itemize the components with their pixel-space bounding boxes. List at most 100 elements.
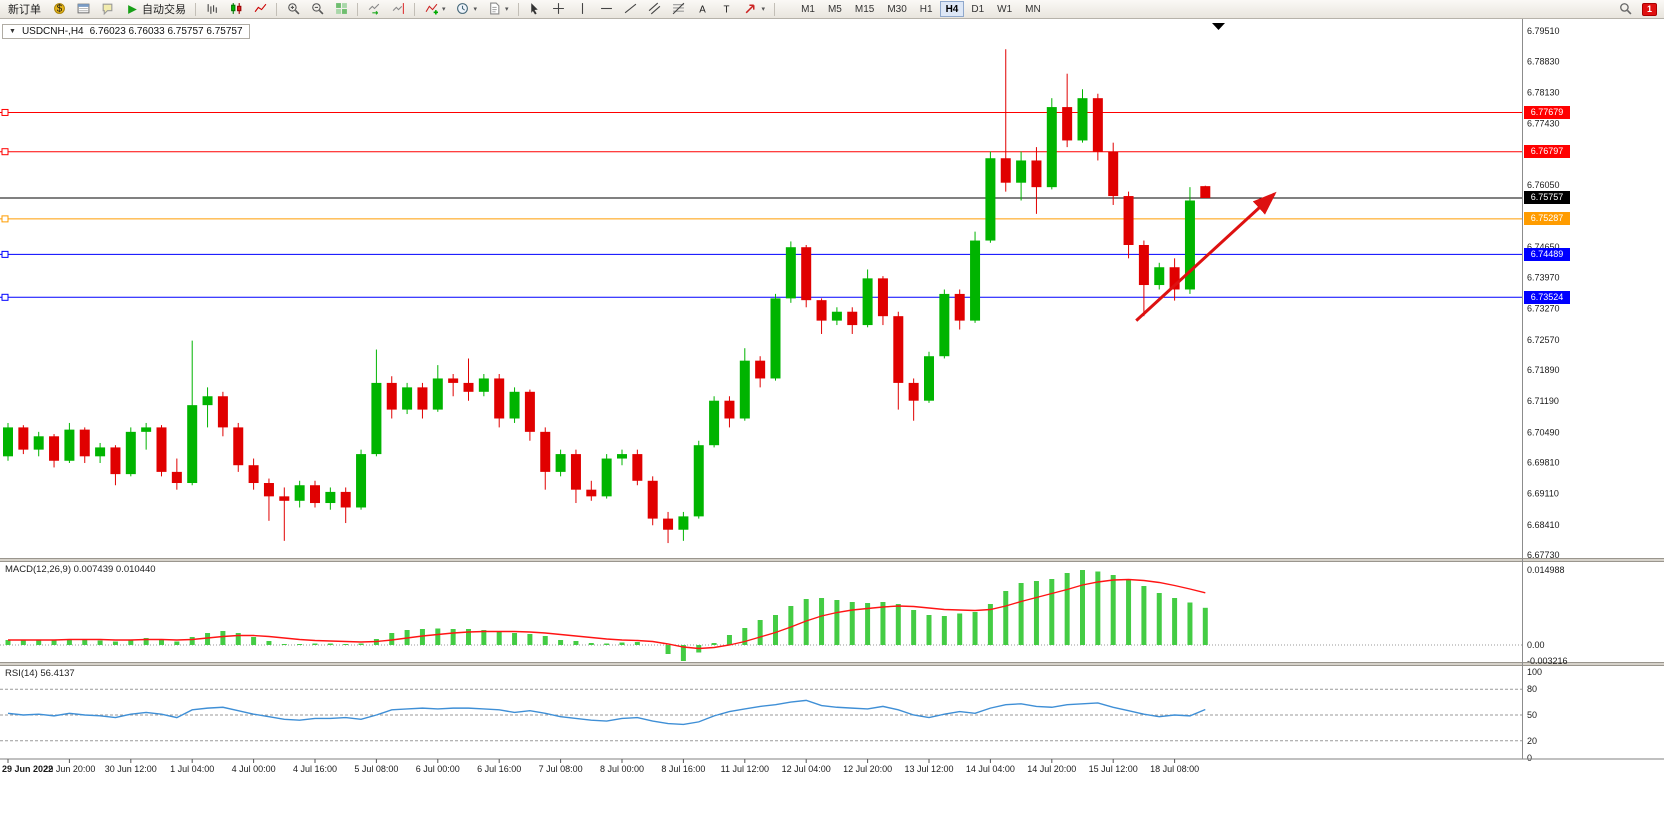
auto-scroll-button[interactable]: [362, 0, 386, 17]
cursor-button[interactable]: [523, 0, 547, 17]
navigator-button[interactable]: [95, 0, 119, 17]
trendline-button[interactable]: [619, 0, 643, 17]
time-axis-label: 15 Jul 12:00: [1089, 764, 1138, 774]
indicators-icon: [424, 2, 438, 16]
candle-body: [632, 454, 643, 481]
price-line-tag[interactable]: 6.73524: [1524, 290, 1570, 304]
candle-body: [509, 391, 520, 419]
candle-body: [125, 431, 136, 475]
chart-title-box[interactable]: ▼ USDCNH-,H4 6.76023 6.76033 6.75757 6.7…: [2, 24, 250, 39]
data-window-button[interactable]: [71, 0, 95, 17]
templates-button[interactable]: ▾: [482, 0, 514, 17]
text-label-button[interactable]: T: [715, 0, 739, 17]
candle-body: [1154, 267, 1165, 286]
candle-body: [739, 360, 750, 419]
bar-chart-button[interactable]: [200, 0, 224, 17]
candle-body: [1169, 267, 1180, 290]
main-toolbar: 新订单 $ 自动交易 ▾ ▾ ▾ A T ▾ M1 M5 M15 M30 H1 H4 D1 W1 MN …: [0, 0, 1664, 19]
candle-body: [1108, 151, 1119, 197]
search-button[interactable]: [1613, 0, 1637, 17]
search-icon: [1618, 2, 1632, 16]
price-axis-tick: 6.73270: [1527, 304, 1560, 314]
arrow-tools-button[interactable]: ▾: [739, 0, 771, 17]
candle-body: [110, 447, 121, 475]
line-chart-button[interactable]: [248, 0, 272, 17]
time-axis-label: 7 Jul 08:00: [539, 764, 583, 774]
line-handle[interactable]: [1, 108, 9, 116]
timeframe-group: M1 M5 M15 M30 H1 H4 D1 W1 MN: [795, 1, 1047, 17]
zoom-out-button[interactable]: [305, 0, 329, 17]
candle-body: [893, 316, 904, 383]
vertical-line-icon: [576, 2, 590, 16]
notification-badge[interactable]: 1: [1642, 2, 1657, 16]
candle-body: [970, 240, 981, 321]
candle-body: [18, 427, 29, 450]
timeframe-button-W1[interactable]: W1: [997, 3, 1013, 15]
price-line-tag[interactable]: 6.74489: [1524, 247, 1570, 261]
time-axis-label: 14 Jul 04:00: [966, 764, 1015, 774]
market-watch-button[interactable]: $: [47, 0, 71, 17]
line-handle[interactable]: [1, 293, 9, 301]
timeframe-button-H1[interactable]: H1: [919, 3, 933, 15]
candlestick-chart-button[interactable]: [224, 0, 248, 17]
timeframe-button-M5[interactable]: M5: [827, 3, 842, 15]
timeframe-button-H4[interactable]: H4: [939, 1, 965, 17]
toolbar-separator: [517, 2, 519, 16]
periods-button[interactable]: ▾: [451, 0, 483, 17]
auto-trading-label: 自动交易: [142, 4, 186, 16]
crosshair-button[interactable]: [547, 0, 571, 17]
candle-body: [1200, 186, 1211, 198]
new-order-button[interactable]: 新订单: [3, 1, 46, 18]
line-handle[interactable]: [1, 250, 9, 258]
zoom-in-button[interactable]: [281, 0, 305, 17]
trend-arrow-annotation[interactable]: [1135, 191, 1277, 322]
candle-body: [847, 311, 858, 326]
candle-body: [540, 431, 551, 472]
time-axis-label: 1 Jul 04:00: [170, 764, 214, 774]
auto-trading-button[interactable]: 自动交易: [120, 1, 191, 18]
candle-body: [95, 447, 106, 457]
candle-body: [1092, 98, 1103, 152]
price-line-tag[interactable]: 6.75757: [1524, 191, 1570, 205]
zoom-out-icon: [310, 2, 324, 16]
price-line-tag[interactable]: 6.76797: [1524, 145, 1570, 159]
price-line-tag[interactable]: 6.75287: [1524, 212, 1570, 226]
price-line-tag[interactable]: 6.77679: [1524, 105, 1570, 119]
indicators-button[interactable]: ▾: [419, 0, 451, 17]
rsi-axis-tick: 100: [1527, 667, 1542, 677]
horizontal-lines-layer[interactable]: [0, 108, 1522, 301]
panel-splitter[interactable]: [0, 558, 1664, 562]
candles-layer: [3, 49, 1211, 544]
timeframe-button-M15[interactable]: M15: [854, 3, 875, 15]
equidistant-channel-button[interactable]: [643, 0, 667, 17]
chart-shift-end-marker-icon[interactable]: [1212, 23, 1225, 30]
text-button[interactable]: A: [691, 0, 715, 17]
timeframe-button-D1[interactable]: D1: [971, 3, 985, 15]
candle-body: [1016, 160, 1027, 183]
timeframe-button-M1[interactable]: M1: [801, 3, 815, 15]
candle-body: [417, 387, 428, 410]
one-click-trading-toggle-icon[interactable]: ▼: [9, 28, 16, 35]
panel-splitter[interactable]: [0, 662, 1664, 666]
line-handle[interactable]: [1, 215, 9, 223]
candle-body: [141, 427, 152, 432]
line-handle[interactable]: [1, 148, 9, 156]
timeframe-button-MN[interactable]: MN: [1025, 3, 1041, 15]
horizontal-line-button[interactable]: [595, 0, 619, 17]
chart-shift-button[interactable]: [386, 0, 410, 17]
data-window-icon: [76, 2, 90, 16]
fibonacci-button[interactable]: [667, 0, 691, 17]
toolbar-separator: [276, 2, 277, 16]
price-axis-tick: 6.68410: [1527, 520, 1560, 530]
dropdown-caret-icon: ▾: [761, 5, 766, 13]
candle-body: [325, 491, 336, 504]
vertical-line-button[interactable]: [571, 0, 595, 17]
timeframe-button-M30[interactable]: M30: [887, 3, 907, 15]
equidistant-channel-icon: [648, 2, 662, 16]
tile-windows-button[interactable]: [329, 0, 353, 17]
candle-body: [801, 247, 812, 301]
candle-body: [279, 496, 290, 501]
